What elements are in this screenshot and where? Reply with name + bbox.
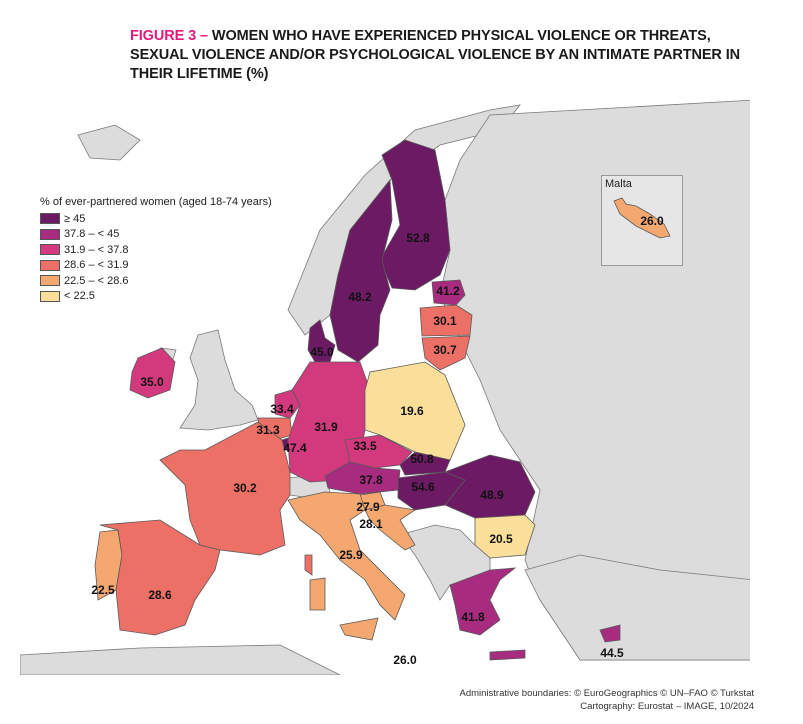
legend-swatch xyxy=(40,213,60,225)
malta-island-shape xyxy=(613,197,671,239)
legend-title: % of ever-partnered women (aged 18-74 ye… xyxy=(40,196,272,208)
sicily-shape xyxy=(339,617,379,641)
uk-shape xyxy=(179,329,259,431)
legend-item-6: < 22.5 xyxy=(40,289,272,305)
label-bulgaria: 20.5 xyxy=(489,532,513,546)
label-ireland: 35.0 xyxy=(140,375,164,389)
inset-title: Malta xyxy=(605,178,632,190)
label-slovenia: 27.9 xyxy=(356,500,380,514)
legend-swatch xyxy=(40,228,60,240)
label-latvia: 30.1 xyxy=(433,314,457,328)
credits-boundaries: Administrative boundaries: © EuroGeograp… xyxy=(459,688,754,699)
malta-inset-value: 26.0 xyxy=(640,214,664,228)
figure-title-text: WOMEN WHO HAVE EXPERIENCED PHYSICAL VIOL… xyxy=(130,28,741,82)
label-luxembourg: 47.4 xyxy=(283,441,307,455)
label-sweden: 48.2 xyxy=(348,290,372,304)
legend-label: 22.5 – < 28.6 xyxy=(64,274,129,287)
ireland-shape xyxy=(129,347,176,399)
crete-shape xyxy=(489,649,526,661)
label-italy: 25.9 xyxy=(339,548,363,562)
figure-title: FIGURE 3 – WOMEN WHO HAVE EXPERIENCED PH… xyxy=(130,27,750,84)
legend-item-2: 37.8 – < 45 xyxy=(40,227,272,243)
label-denmark: 45.0 xyxy=(310,345,334,359)
slovakia-shape xyxy=(399,451,451,476)
iceland-shape xyxy=(77,124,141,161)
label-czechia: 33.5 xyxy=(353,439,377,453)
label-greece: 41.8 xyxy=(461,610,485,624)
label-portugal: 22.5 xyxy=(91,583,115,597)
finland-shape xyxy=(379,139,451,291)
malta-inset-map: 26.0 xyxy=(613,197,671,239)
credits-cartography: Cartography: Eurostat – IMAGE, 10/2024 xyxy=(580,701,754,712)
sweden-shape xyxy=(329,178,393,363)
north-africa-shape xyxy=(20,644,341,675)
lithuania-shape xyxy=(421,335,471,371)
italy-shape xyxy=(287,491,406,621)
label-germany: 31.9 xyxy=(314,420,338,434)
greece-shape xyxy=(449,567,517,636)
legend-label: ≥ 45 xyxy=(64,212,86,225)
legend-item-1: ≥ 45 xyxy=(40,211,272,227)
legend-swatch xyxy=(40,244,60,256)
value-labels: 52.8 48.2 41.2 30.1 30.7 45.0 35.0 33.4 … xyxy=(91,231,624,667)
label-cyprus: 44.5 xyxy=(600,646,624,660)
legend-swatch xyxy=(40,259,60,271)
bulgaria-shape xyxy=(474,514,536,559)
sardinia-shape xyxy=(309,577,326,611)
figure-label: FIGURE 3 – xyxy=(130,28,212,44)
denmark-shape xyxy=(307,319,336,363)
legend-item-3: 31.9 – < 37.8 xyxy=(40,242,272,258)
label-finland: 52.8 xyxy=(406,231,430,245)
latvia-shape xyxy=(419,304,473,337)
netherlands-shape xyxy=(274,389,301,419)
label-lithuania: 30.7 xyxy=(433,343,457,357)
label-slovakia: 50.8 xyxy=(410,452,434,466)
malta-inset: Malta 26.0 xyxy=(601,175,683,266)
label-estonia: 41.2 xyxy=(436,284,460,298)
label-malta-mainland: 26.0 xyxy=(393,653,417,667)
legend-label: 31.9 – < 37.8 xyxy=(64,243,129,256)
france-shape xyxy=(159,421,291,556)
corsica-shape xyxy=(304,554,313,576)
eu-countries xyxy=(94,139,621,661)
cyprus-shape xyxy=(599,624,621,643)
legend-label: < 22.5 xyxy=(64,290,95,303)
legend-item-4: 28.6 – < 31.9 xyxy=(40,258,272,274)
legend-label: 37.8 – < 45 xyxy=(64,228,120,241)
croatia-shape xyxy=(364,504,417,551)
legend-swatch xyxy=(40,290,60,302)
label-france: 30.2 xyxy=(233,481,257,495)
label-hungary: 54.6 xyxy=(411,480,435,494)
legend-label: 28.6 – < 31.9 xyxy=(64,259,129,272)
label-netherlands: 33.4 xyxy=(270,402,294,416)
estonia-shape xyxy=(431,279,466,306)
label-poland: 19.6 xyxy=(400,404,424,418)
label-spain: 28.6 xyxy=(148,588,172,602)
label-austria: 37.8 xyxy=(359,473,383,487)
legend: % of ever-partnered women (aged 18-74 ye… xyxy=(40,196,272,304)
legend-item-5: 22.5 – < 28.6 xyxy=(40,273,272,289)
label-croatia: 28.1 xyxy=(359,517,383,531)
label-belgium: 31.3 xyxy=(256,423,280,437)
turkey-shape xyxy=(524,554,750,661)
poland-shape xyxy=(364,361,466,461)
spain-shape xyxy=(99,519,221,636)
label-romania: 48.9 xyxy=(480,488,504,502)
legend-swatch xyxy=(40,275,60,287)
